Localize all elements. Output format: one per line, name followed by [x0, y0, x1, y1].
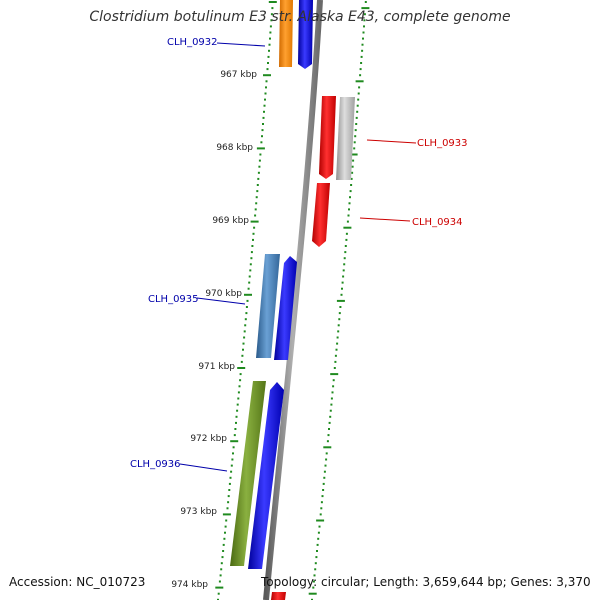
gene-clh0933-leader — [366, 139, 417, 144]
gene-clh0934[interactable]: CLH_0934 — [312, 183, 463, 247]
ruler-label-974: 974 kbp — [171, 580, 208, 590]
gene-clh0935-label[interactable]: CLH_0935 — [148, 294, 199, 305]
ruler-label-970: 970 kbp — [205, 289, 242, 299]
ruler-label-969: 969 kbp — [212, 216, 249, 226]
gene-clh0936-feature[interactable] — [230, 381, 266, 566]
topology-label: Topology: circular; Length: 3,659,644 bp… — [261, 575, 591, 589]
ruler-labels: 967 kbp 968 kbp 969 kbp 970 kbp 971 kbp … — [171, 70, 257, 590]
gene-clh0933[interactable]: CLH_0933 — [319, 96, 468, 180]
gene-clh0936-cds[interactable] — [248, 382, 284, 569]
gene-clh0935[interactable]: CLH_0935 — [148, 254, 297, 360]
ruler-ticks-left — [215, 1, 277, 601]
gene-partial-bottom[interactable] — [271, 592, 286, 600]
gene-clh0934-label[interactable]: CLH_0934 — [412, 217, 463, 228]
gene-clh0935-feature[interactable] — [256, 254, 280, 358]
gene-clh0933-feature[interactable] — [336, 97, 355, 180]
gene-clh0932-feature[interactable] — [279, 0, 293, 67]
ruler-ticks-right — [308, 1, 370, 601]
gene-clh0936[interactable]: CLH_0936 — [130, 381, 284, 569]
gene-clh0933-cds[interactable] — [319, 96, 336, 179]
gene-clh0932[interactable]: CLH_0932 — [167, 0, 313, 69]
gene-clh0935-leader — [196, 297, 246, 305]
gene-clh0933-label[interactable]: CLH_0933 — [417, 138, 468, 149]
ruler-label-967: 967 kbp — [220, 70, 257, 80]
gene-clh0936-leader — [179, 463, 228, 472]
gene-clh0934-leader — [359, 217, 411, 222]
gene-clh0932-label[interactable]: CLH_0932 — [167, 37, 218, 48]
genome-backbone — [263, 0, 323, 601]
ruler-label-971: 971 kbp — [198, 362, 235, 372]
gene-clh0936-label[interactable]: CLH_0936 — [130, 459, 181, 470]
accession-label: Accession: NC_010723 — [9, 575, 146, 589]
gene-clh0932-cds[interactable] — [298, 0, 313, 69]
gene-partial-bottom-cds[interactable] — [271, 592, 286, 600]
gene-clh0935-cds[interactable] — [274, 256, 297, 360]
genome-title: Clostridium botulinum E3 str. Alaska E43… — [89, 9, 511, 25]
gene-clh0934-cds[interactable] — [312, 183, 330, 247]
ruler-label-972: 972 kbp — [190, 434, 227, 444]
ruler-label-968: 968 kbp — [216, 143, 253, 153]
gene-clh0932-leader — [216, 42, 266, 47]
ruler-label-973: 973 kbp — [180, 507, 217, 517]
